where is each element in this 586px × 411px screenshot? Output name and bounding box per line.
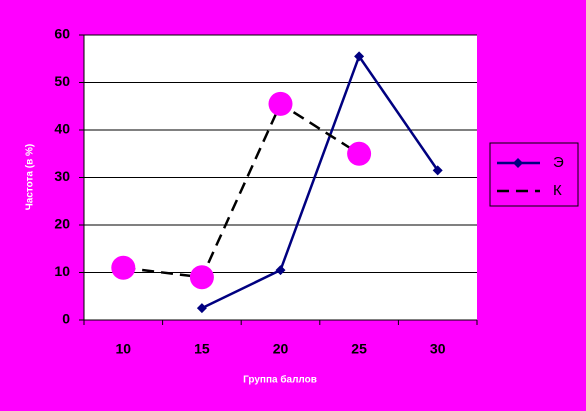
y-tick-label: 60 — [54, 26, 70, 42]
y-tick-label: 0 — [62, 311, 70, 327]
point — [432, 165, 443, 176]
y-tick-label: 20 — [54, 216, 70, 232]
legend-label: Э — [553, 154, 564, 171]
point — [189, 265, 214, 290]
x-axis-title: Группа баллов — [243, 374, 317, 386]
y-axis-title: Частота (в %) — [25, 144, 36, 211]
legend-marker — [513, 158, 523, 168]
y-tick-label: 30 — [54, 168, 70, 184]
point — [275, 265, 286, 276]
series-line — [201, 53, 439, 310]
point — [196, 303, 207, 314]
point — [347, 141, 372, 166]
point — [268, 91, 293, 116]
legend — [489, 142, 579, 207]
x-tick-label: 30 — [430, 341, 446, 357]
y-tick-label: 40 — [54, 121, 70, 137]
y-tick-label: 50 — [54, 73, 70, 89]
x-tick-label: 25 — [351, 341, 367, 357]
x-tick-label: 20 — [273, 341, 289, 357]
x-tick-label: 15 — [194, 341, 210, 357]
series-line — [123, 102, 360, 279]
x-tick-label: 10 — [116, 341, 132, 357]
y-tick-label: 10 — [54, 263, 70, 279]
point — [111, 255, 136, 280]
legend-label: К — [553, 182, 562, 199]
point — [354, 51, 365, 62]
